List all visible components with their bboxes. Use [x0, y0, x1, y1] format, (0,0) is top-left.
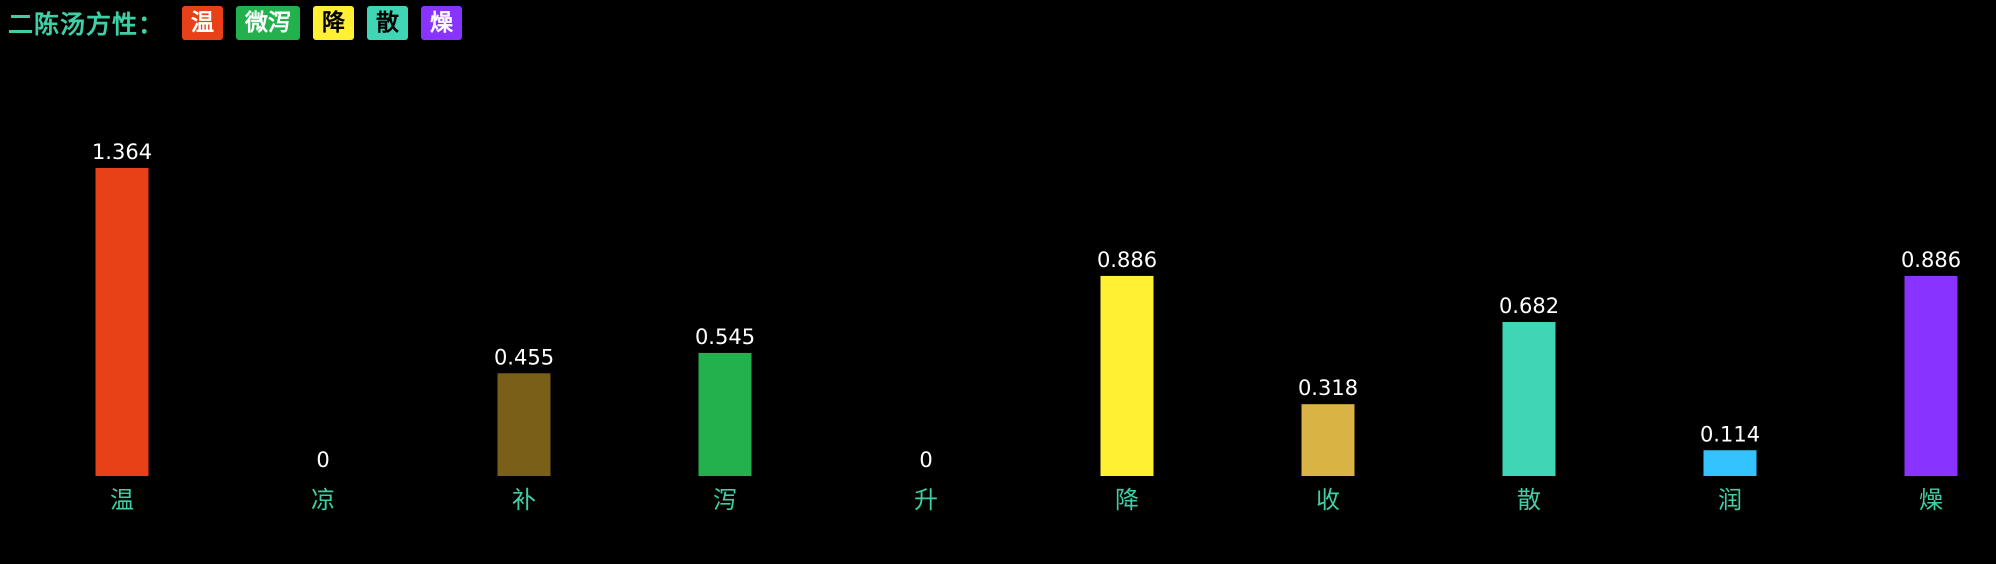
badge-disperse: 散	[367, 6, 409, 40]
value-label-cool: 0	[316, 448, 329, 472]
value-label-warm: 1.364	[92, 140, 152, 164]
category-label-cool: 凉	[311, 486, 335, 514]
category-label-descend: 降	[1115, 486, 1139, 514]
badge-dry: 燥	[421, 6, 463, 40]
value-label-dry: 0.886	[1901, 248, 1961, 272]
bar-descend	[1100, 275, 1154, 476]
value-label-disperse: 0.682	[1499, 294, 1559, 318]
category-label-dry: 燥	[1919, 486, 1943, 514]
value-label-tonify: 0.455	[494, 345, 554, 369]
badge-slight-purge: 微泻	[236, 6, 301, 40]
category-label-warm: 温	[110, 486, 134, 514]
badge-warm: 温	[182, 6, 224, 40]
bar-disperse	[1502, 322, 1556, 476]
category-label-disperse: 散	[1517, 486, 1541, 514]
bar-astringe	[1301, 404, 1355, 476]
bar-warm	[95, 168, 149, 476]
chart-header: 二陈汤方性： 温 微泻 降 散 燥	[8, 5, 475, 41]
category-label-purge: 泻	[713, 486, 737, 514]
chart-title: 二陈汤方性：	[8, 10, 165, 39]
bar-dry	[1904, 275, 1958, 476]
value-label-astringe: 0.318	[1298, 376, 1358, 400]
badge-descend: 降	[313, 6, 355, 40]
bar-purge	[698, 352, 752, 476]
category-label-ascend: 升	[914, 486, 938, 514]
category-label-astringe: 收	[1316, 486, 1340, 514]
bar-moisten	[1703, 450, 1757, 476]
category-label-tonify: 补	[512, 486, 536, 514]
value-label-descend: 0.886	[1097, 248, 1157, 272]
value-label-ascend: 0	[919, 448, 932, 472]
value-label-purge: 0.545	[695, 325, 755, 349]
category-label-moisten: 润	[1718, 486, 1742, 514]
value-label-moisten: 0.114	[1700, 422, 1760, 446]
bar-tonify	[497, 373, 551, 476]
